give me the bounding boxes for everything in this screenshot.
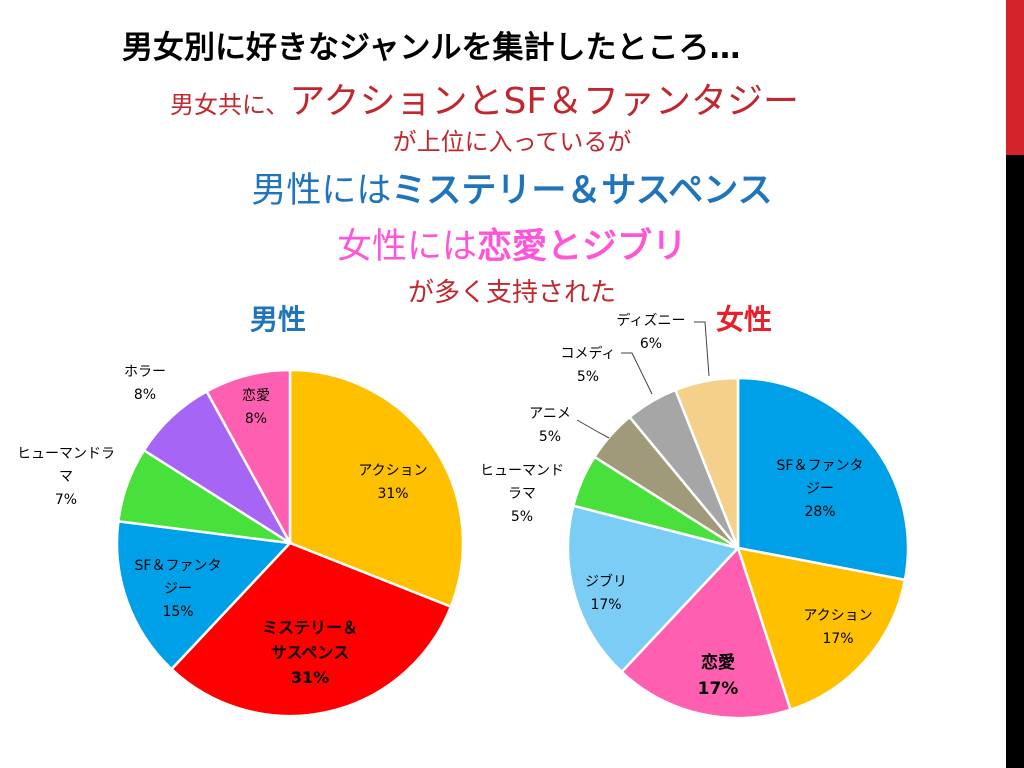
female-leader-line-6 [621, 352, 653, 395]
female-data-label-4: ヒューマンドラマ 5% [480, 463, 564, 525]
male-chart-title: 男性 [250, 303, 307, 336]
female-pie-slice-3 [566, 504, 741, 674]
headline-line-5: 女性には恋愛とジブリ [0, 218, 1024, 269]
headline-5-plain: 女性には [336, 227, 477, 267]
female-chart-title: 女性 [716, 303, 773, 336]
female-pie-slice-7 [673, 376, 740, 549]
male-pie-slice-0 [288, 368, 465, 609]
headline-line-2: 男女共に、アクションとSF＆ファンタジー [170, 72, 799, 124]
male-data-label-4: ホラー 8% [124, 364, 166, 403]
male-data-label-2: SF＆ファンタジー 15% [135, 558, 222, 620]
female-data-label-7: ディズニー 6% [616, 312, 685, 352]
slide-title: 男女別に好きなジャンルを集計したところ… [122, 30, 741, 66]
female-data-label-1: アクション 17% [803, 608, 872, 647]
female-leader-line-7 [694, 321, 710, 377]
male-pie-slice-5 [204, 368, 292, 544]
headline-2-large: アクションとSF＆ファンタジー [289, 81, 800, 122]
female-data-label-5: アニメ 5% [529, 406, 571, 445]
female-pie-slice-1 [736, 546, 907, 712]
male-data-label-0: アクション 31% [358, 463, 427, 502]
male-data-label-5: 恋愛 8% [242, 387, 270, 427]
female-data-label-6: コメディ 5% [560, 345, 615, 385]
female-pie-slice-0 [736, 376, 910, 582]
female-data-label-2: 恋愛 17% [698, 652, 739, 699]
headline-line-4: 男性にはミステリー＆サスペンス [0, 162, 1024, 213]
male-data-label-1: ミステリー＆サスペンス 31% [262, 618, 358, 687]
female-leader-line-5 [576, 419, 610, 439]
headline-4-plain: 男性には [251, 171, 392, 211]
headline-4-bold: ミステリー＆サスペンス [391, 171, 773, 211]
headline-line-3: が上位に入っているが [392, 128, 632, 156]
male-pie-slice-2 [115, 519, 293, 671]
headline-line-6: が多く支持された [407, 278, 616, 308]
accent-bar-black [1006, 155, 1024, 768]
female-data-label-3: ジブリ 17% [585, 573, 627, 613]
accent-bar-red [1006, 0, 1024, 155]
female-pie-slice-2 [619, 545, 793, 720]
headline-2-small: 男女共に、 [170, 91, 290, 119]
male-pie-slice-1 [169, 541, 453, 718]
headline-5-bold: 恋愛とジブリ [477, 227, 688, 267]
male-data-label-3: ヒューマンドラマ 7% [17, 446, 115, 508]
female-data-label-0: SF＆ファンタジー 28% [777, 458, 864, 520]
